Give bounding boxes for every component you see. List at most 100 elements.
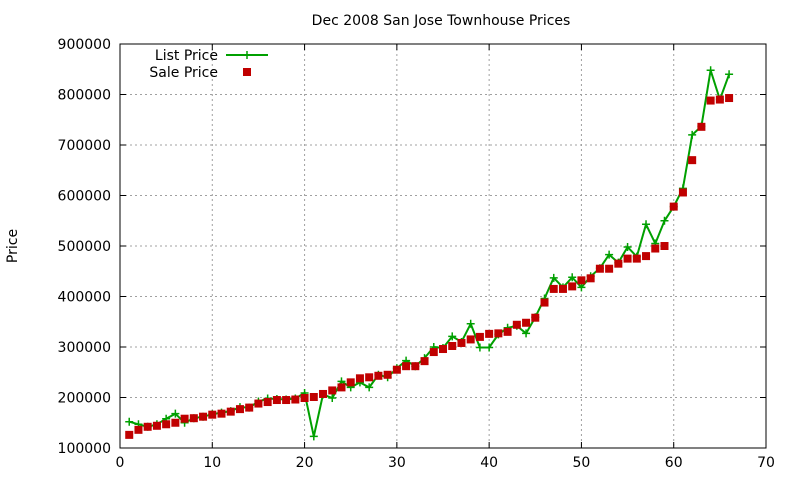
y-tick-label: 200000 (58, 391, 111, 407)
sale-price-point (355, 374, 364, 383)
list-price-point (623, 243, 632, 252)
x-tick-label: 30 (388, 455, 406, 471)
sale-price-point (697, 122, 706, 131)
sale-price-point (217, 409, 226, 418)
sale-price-point (725, 94, 734, 103)
x-tick-label: 60 (665, 455, 683, 471)
sale-price-point (678, 188, 687, 197)
x-tick-label: 70 (757, 455, 775, 471)
sale-price-point (374, 371, 383, 380)
sale-price-point (549, 284, 558, 293)
sale-price-point (494, 329, 503, 338)
sale-price-point (143, 422, 152, 431)
list-price-point (309, 432, 318, 441)
list-price-point (125, 417, 134, 426)
legend-swatch-marker (243, 68, 251, 76)
sale-price-point (531, 313, 540, 322)
y-tick-label: 300000 (58, 340, 111, 356)
list-price-point (568, 273, 577, 282)
x-tick-label: 0 (116, 455, 125, 471)
y-tick-label: 400000 (58, 290, 111, 306)
list-price-point (522, 329, 531, 338)
sale-price-point (300, 394, 309, 403)
sale-price-point (614, 259, 623, 268)
sale-price-point (365, 373, 374, 382)
list-price-line (128, 69, 731, 437)
sale-price-point (632, 254, 641, 263)
sale-price-point (319, 389, 328, 398)
sale-price-point (623, 254, 632, 263)
plot-frame (119, 43, 767, 449)
sale-price-point (540, 298, 549, 307)
y-tick-label: 500000 (58, 239, 111, 255)
x-tick-label: 10 (203, 455, 221, 471)
sale-price-point (199, 412, 208, 421)
sale-price-point (263, 398, 272, 407)
sale-price-point (448, 341, 457, 350)
sale-price-point (162, 420, 171, 429)
sale-price-point (595, 264, 604, 273)
list-price-point (706, 66, 715, 75)
list-price-point (688, 130, 697, 139)
sale-price-point (466, 335, 475, 344)
list-price-point (365, 383, 374, 392)
sale-price-point (171, 418, 180, 427)
sale-price-point (485, 329, 494, 338)
list-price-point (725, 70, 734, 79)
sale-price-point (558, 284, 567, 293)
legend-label: Sale Price (149, 65, 218, 81)
sale-price-point (282, 396, 291, 405)
list-price-point (485, 343, 494, 352)
axis-ticks: 0 10 20 30 40 50 60 70 100000 200000 300000 400000 5… (58, 37, 775, 471)
x-tick-label: 50 (573, 455, 591, 471)
sale-price-point (715, 95, 724, 104)
sale-price-point (337, 383, 346, 392)
sale-price-point (392, 365, 401, 374)
list-price-point (171, 409, 180, 418)
sale-price-point (568, 282, 577, 291)
list-price-point (466, 319, 475, 328)
list-price-point (549, 273, 558, 282)
sale-price-point (503, 327, 512, 336)
y-axis-label: Price (5, 229, 21, 263)
series-layer (125, 66, 734, 441)
sale-price-point (512, 320, 521, 329)
sale-price-point (208, 410, 217, 419)
y-tick-label: 900000 (58, 37, 111, 53)
sale-price-point (429, 348, 438, 357)
sale-price-point (383, 370, 392, 379)
x-tick-label: 20 (296, 455, 314, 471)
list-price-point (642, 220, 651, 229)
list-price-point (448, 332, 457, 341)
sale-price-point (180, 414, 189, 423)
list-price-point (328, 394, 337, 403)
sale-price-point (420, 357, 429, 366)
list-price-point (577, 283, 586, 292)
grid (120, 44, 766, 448)
series-list-price (125, 66, 734, 441)
sale-price-point (346, 378, 355, 387)
sale-price-point (245, 403, 254, 412)
legend-swatch-marker (243, 51, 251, 59)
sale-price-point (152, 421, 161, 430)
y-tick-label: 800000 (58, 88, 111, 104)
sale-price-point (475, 332, 484, 341)
sale-price-point (235, 405, 244, 414)
sale-price-point (328, 386, 337, 395)
sale-price-point (134, 425, 143, 434)
sale-price-point (660, 242, 669, 250)
list-price-point (660, 216, 669, 225)
sale-price-point (125, 430, 134, 439)
sale-price-point (642, 252, 651, 261)
sale-price-point (411, 362, 420, 371)
list-price-point (475, 343, 484, 352)
sale-price-point (706, 96, 715, 105)
sale-price-point (457, 338, 466, 347)
sale-price-point (605, 264, 614, 273)
sale-price-point (309, 392, 318, 401)
series-sale-price (125, 94, 734, 439)
y-tick-label: 600000 (58, 189, 111, 205)
y-tick-label: 700000 (58, 138, 111, 154)
